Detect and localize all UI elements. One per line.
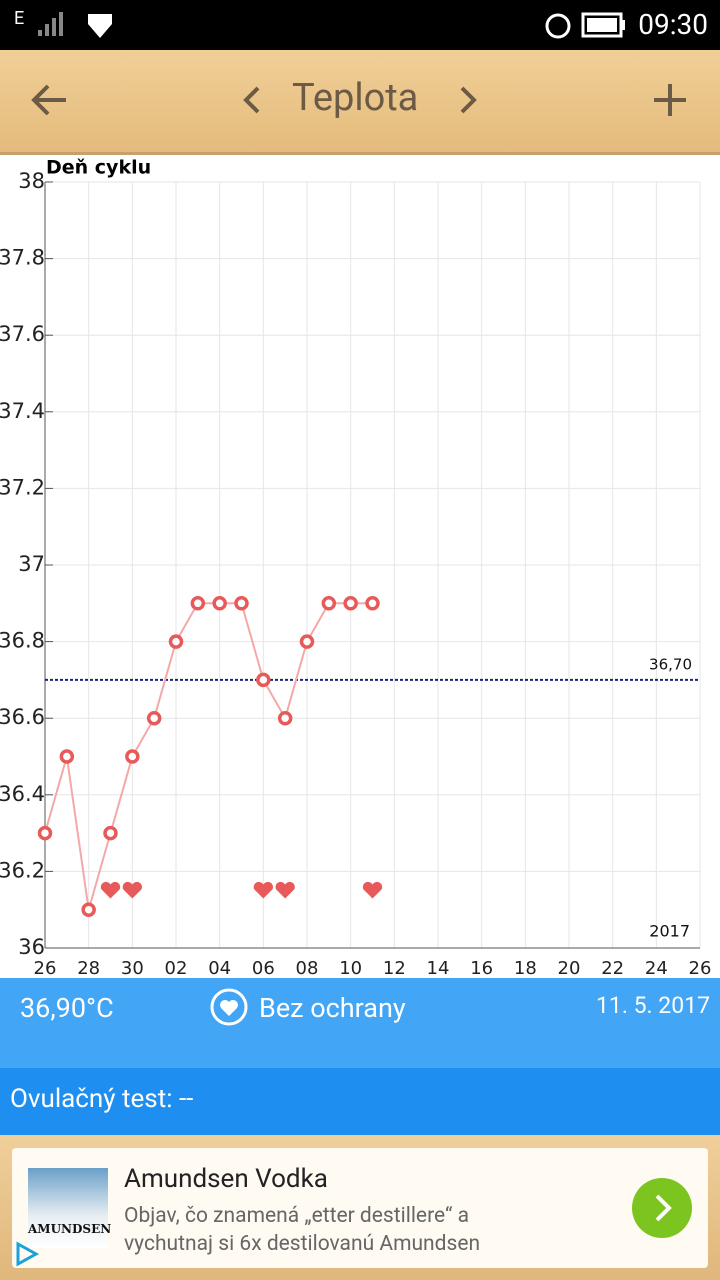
ad-area: AMUNDSEN Amundsen Vodka Objav, čo znamen… (0, 1135, 720, 1280)
x-tick-label: 18 (514, 958, 537, 978)
date: 11. 5. 2017 (595, 992, 710, 1019)
y-tick-label: 36.6 (0, 705, 45, 729)
ad-choices[interactable] (14, 1241, 40, 1267)
year-annotation: 2017 (649, 922, 690, 941)
chart: Deň cyklu 36 36.2 36.4 36.6 36.8 37 37.2 37.4 37… (0, 157, 712, 979)
data-point (277, 710, 293, 726)
intercourse-heart (253, 881, 273, 899)
y-tick-label: 37 (18, 552, 45, 576)
ad-text: vychutnaj si 6x destilovanú Amundsen (124, 1232, 481, 1256)
ovulation-panel: Ovulačný test: -- (0, 1068, 720, 1135)
ad-go-button[interactable] (632, 1178, 692, 1238)
data-point (256, 672, 271, 688)
network: E (14, 8, 25, 29)
status-icons (38, 12, 112, 38)
y-tick-label: 38 (18, 169, 45, 193)
x-tick-label: 14 (427, 958, 450, 978)
ad-logo-text: AMUNDSEN (28, 1222, 112, 1236)
status-bar: E 09:30 (0, 0, 720, 50)
data-point (81, 902, 96, 917)
x-tick-label: 10 (339, 958, 362, 978)
clock: 09:30 (638, 8, 708, 41)
summary-panel: 36,90°C Bez ochrany 11. 5. 2017 (0, 978, 720, 1068)
prev-button[interactable] (240, 84, 264, 116)
y-axis-title: Deň cyklu (46, 157, 151, 179)
data-point (37, 825, 53, 841)
data-point (299, 634, 315, 649)
protection-icon (210, 988, 248, 1026)
x-tick-label: 08 (296, 958, 319, 978)
intercourse-heart (100, 881, 121, 899)
protection: Bez ochrany (259, 992, 406, 1024)
x-tick-label: 16 (470, 958, 493, 978)
reference-label: 36,70 (649, 655, 692, 673)
add-button[interactable] (652, 82, 688, 118)
back-button[interactable] (30, 82, 70, 118)
x-tick-label: 26 (34, 958, 57, 978)
data-point (365, 596, 380, 611)
ad-card[interactable]: AMUNDSEN Amundsen Vodka Objav, čo znamen… (12, 1148, 708, 1268)
ad-text: Objav, čo znamená „etter destillere“ a (124, 1204, 470, 1228)
intercourse-heart (362, 881, 383, 899)
y-tick-label: 37.6 (0, 322, 45, 346)
ovulation-test: Ovulačný test: -- (10, 1084, 194, 1114)
y-tick-label: 36.8 (0, 629, 45, 653)
y-tick-label: 37.4 (0, 399, 45, 423)
data-point (234, 596, 249, 611)
next-button[interactable] (456, 84, 480, 116)
intercourse-heart (275, 881, 295, 899)
y-tick-label: 36.4 (0, 782, 45, 806)
data-point (59, 749, 75, 764)
y-tick-label: 37.2 (0, 475, 45, 499)
x-tick-label: 24 (645, 958, 668, 978)
data-point (212, 596, 227, 611)
data-point (321, 596, 337, 611)
y-tick-label: 37.8 (0, 246, 45, 270)
ad-title: Amundsen Vodka (124, 1164, 328, 1194)
intercourse-heart (122, 881, 142, 899)
data-point (125, 749, 140, 764)
y-tick-label: 36 (18, 935, 45, 959)
x-tick-label: 20 (558, 958, 581, 978)
data-point (103, 825, 118, 841)
temperature: 36,90°C (20, 992, 114, 1024)
ad-logo: AMUNDSEN (28, 1168, 112, 1248)
x-tick-label: 12 (383, 958, 406, 978)
x-tick-label: 06 (252, 958, 275, 978)
x-tick-label: 22 (601, 958, 624, 978)
x-tick-label: 30 (121, 958, 144, 978)
header: Teplota (0, 50, 720, 155)
x-tick-label: 28 (77, 958, 100, 978)
data-point (190, 596, 206, 611)
data-point (343, 596, 358, 611)
x-tick-label: 02 (165, 958, 188, 978)
system-icons (545, 12, 625, 39)
y-tick-label: 36.2 (0, 858, 45, 882)
header-title: Teplota (292, 76, 419, 120)
data-point (146, 710, 162, 726)
x-tick-label: 26 (689, 958, 712, 978)
temperature-line (44, 602, 373, 910)
x-tick-label: 04 (208, 958, 231, 978)
data-point (168, 634, 184, 649)
